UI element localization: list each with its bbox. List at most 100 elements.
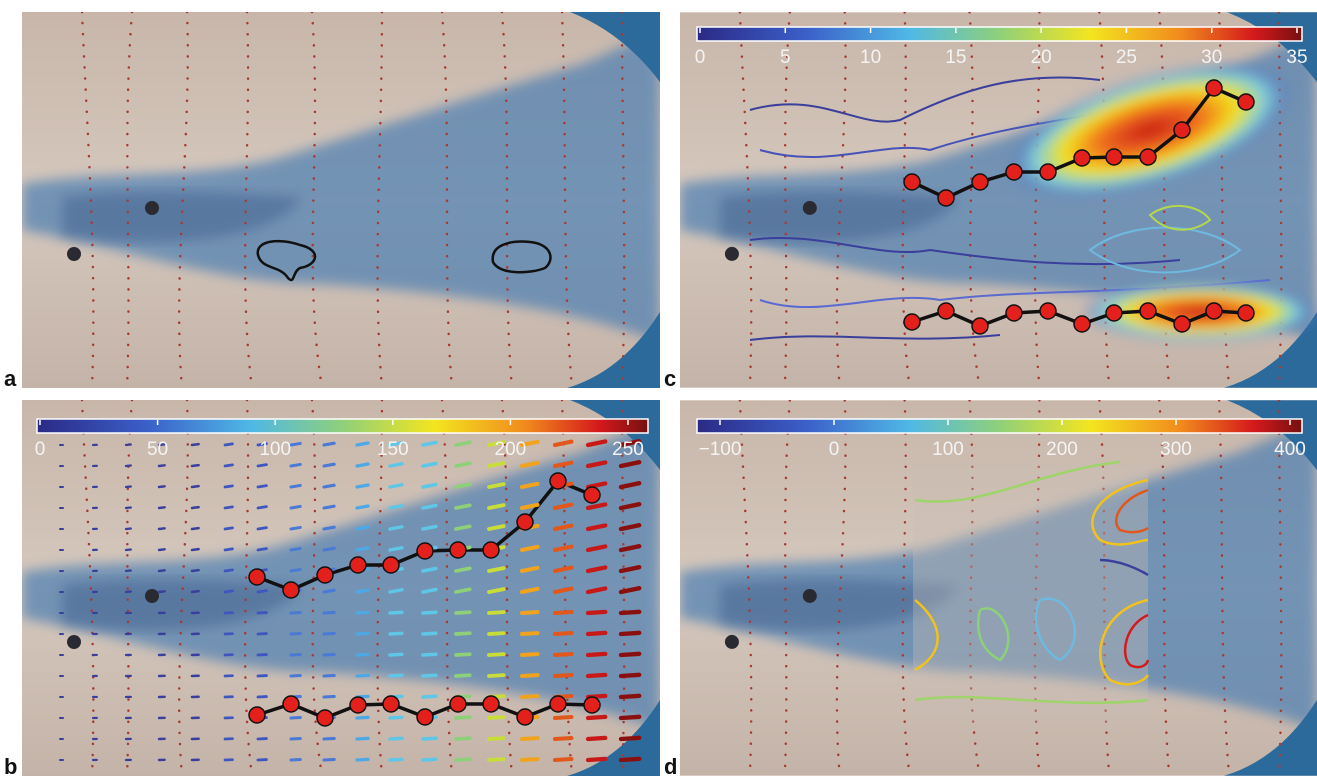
track-node [1140,149,1156,165]
velocity-arrow [621,612,639,613]
track-node [417,543,433,559]
velocity-arrow [423,485,436,487]
velocity-arrow [390,738,402,739]
velocity-arrow [357,717,368,718]
velocity-arrow [423,633,436,634]
velocity-arrow [192,528,199,529]
velocity-arrow [324,506,334,508]
colorbar-tick-label: 30 [1201,47,1222,68]
track-node [550,473,566,489]
velocity-arrow [522,654,538,655]
colorbar-tick-label: 15 [945,47,966,68]
colorbar-tick-label: 300 [1160,439,1192,460]
velocity-arrow [192,486,199,487]
velocity-arrow [324,759,334,760]
velocity-arrow [489,612,504,613]
velocity-arrow [192,549,199,550]
colorbar-tick-label: 100 [932,439,964,460]
track-node [283,696,299,712]
velocity-arrow [390,633,402,634]
track-node [1074,150,1090,166]
velocity-arrow [324,738,334,739]
velocity-arrow [489,654,504,655]
velocity-arrow [456,738,470,739]
velocity-arrow [555,717,571,718]
track-node [1040,164,1056,180]
track-node [584,487,600,503]
velocity-arrow [291,443,300,445]
velocity-arrow [423,612,436,613]
velocity-arrow [456,717,470,718]
panel-label: d [664,754,677,776]
velocity-arrow [423,464,436,466]
velocity-arrow [456,759,470,760]
velocity-arrow [555,633,571,634]
velocity-arrow [324,612,334,613]
track-node [383,557,399,573]
velocity-arrow [390,464,402,466]
velocity-arrow [159,507,165,508]
track-node [972,174,988,190]
velocity-arrow [357,485,368,487]
velocity-arrow [456,633,470,634]
velocity-arrow [159,570,165,571]
velocity-arrow [390,654,402,655]
colorbar-tick-label: 150 [377,439,409,460]
velocity-arrow [456,612,470,613]
velocity-arrow [225,591,232,592]
track-node [904,314,920,330]
colorbar-tick-label: 5 [780,47,791,68]
track-node [383,696,399,712]
velocity-arrow [324,527,334,529]
colorbar-tick-label: 10 [860,47,881,68]
velocity-arrow [291,485,300,487]
velocity-arrow [522,633,538,634]
velocity-arrow [489,717,504,718]
velocity-arrow [159,486,165,487]
velocity-arrow [357,675,368,676]
velocity-arrow [390,485,402,487]
velocity-arrow [324,443,334,445]
velocity-arrow [588,675,605,676]
velocity-arrow [357,464,368,466]
velocity-arrow [258,465,266,466]
velocity-arrow [357,633,368,634]
photo-a [22,12,660,388]
velocity-arrow [390,717,402,718]
velocity-arrow [522,696,538,697]
track-node [938,303,954,319]
velocity-arrow [588,654,605,655]
track-node [1106,149,1122,165]
colorbar-tick-label: −100 [699,439,742,460]
velocity-arrow [324,464,334,466]
velocity-arrow [588,612,605,613]
track-node [1174,316,1190,332]
velocity-arrow [357,527,368,529]
velocity-arrow [390,548,402,550]
track-node [517,709,533,725]
velocity-arrow [555,654,571,655]
velocity-arrow [258,507,266,508]
velocity-arrow [423,738,436,739]
track-node [972,318,988,334]
velocity-arrow [621,717,639,718]
track-node [1238,94,1254,110]
track-node [1074,316,1090,332]
velocity-arrow [390,759,402,760]
colorbar-tick-label: 0 [35,439,46,460]
velocity-arrow [159,528,165,529]
velocity-arrow [291,527,300,529]
velocity-arrow [423,506,436,508]
velocity-arrow [621,759,639,760]
track-node [1140,303,1156,319]
track-node [517,514,533,530]
velocity-arrow [555,675,571,676]
velocity-arrow [621,675,639,676]
velocity-arrow [159,591,165,592]
track-node [417,709,433,725]
velocity-arrow [390,675,402,676]
figure: ab050100150200250c05101520253035d−100010… [0,0,1317,776]
velocity-arrow [225,444,232,445]
velocity-arrow [192,465,199,466]
velocity-arrow [258,528,266,529]
